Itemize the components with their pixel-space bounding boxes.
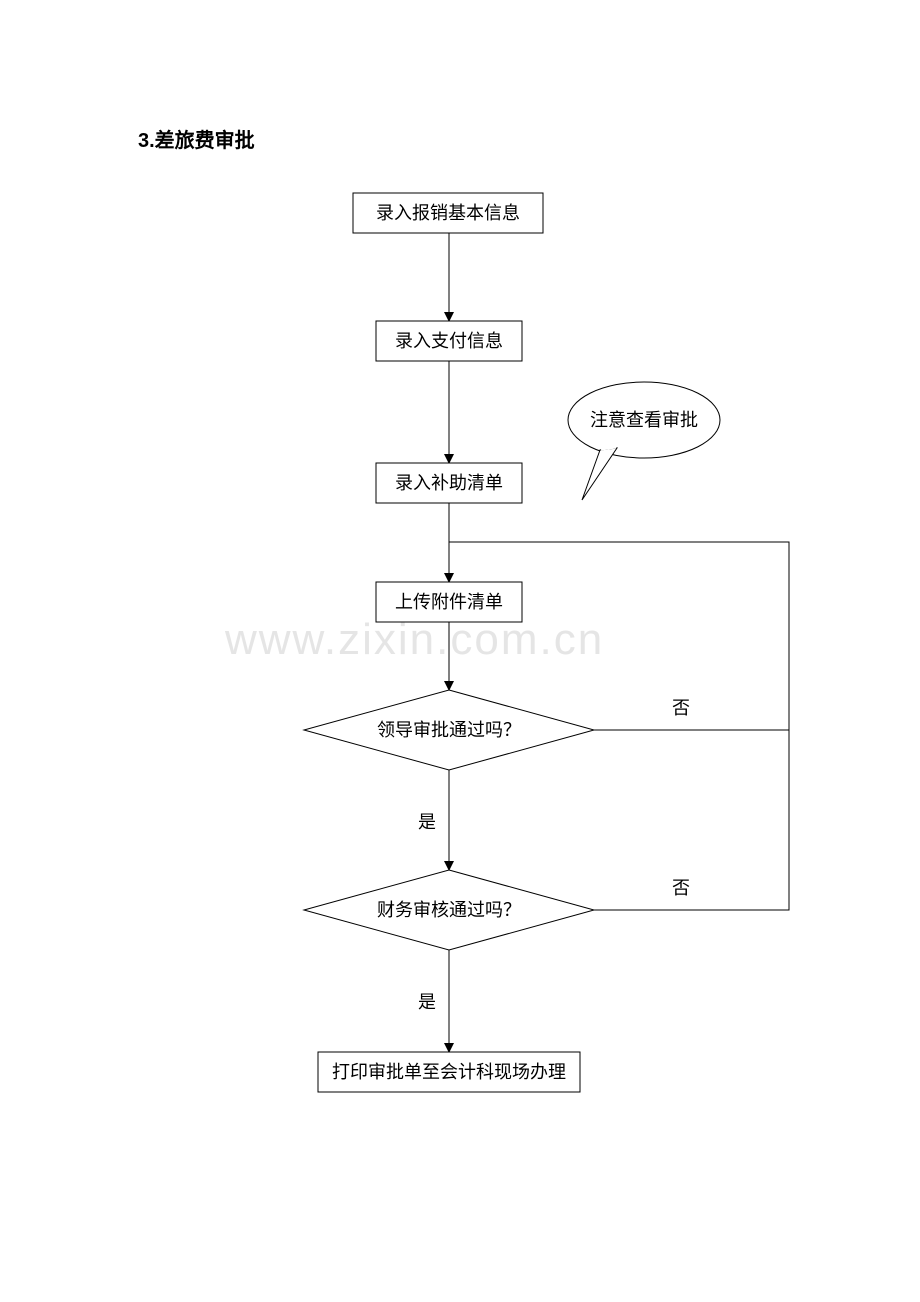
edge-label: 是 bbox=[418, 812, 436, 832]
process-node-label: 录入补助清单 bbox=[395, 473, 503, 493]
flowchart-container: 3.差旅费审批 www.zixin.com.cn 是是否否录入报销基本信息录入支… bbox=[0, 0, 920, 1302]
process-node-label: 录入支付信息 bbox=[395, 331, 503, 351]
process-node-label: 上传附件清单 bbox=[395, 592, 503, 612]
callout-label: 注意查看审批 bbox=[590, 410, 698, 430]
process-node-label: 录入报销基本信息 bbox=[376, 203, 520, 223]
edge-label: 否 bbox=[672, 878, 690, 898]
edge-label: 否 bbox=[672, 698, 690, 718]
edge-label: 是 bbox=[418, 992, 436, 1012]
flowchart-svg: 是是否否录入报销基本信息录入支付信息录入补助清单上传附件清单领导审批通过吗？财务… bbox=[0, 0, 920, 1302]
process-node-label: 打印审批单至会计科现场办理 bbox=[332, 1062, 566, 1082]
decision-node-label: 领导审批通过吗？ bbox=[377, 720, 521, 740]
decision-node-label: 财务审核通过吗？ bbox=[377, 900, 521, 920]
